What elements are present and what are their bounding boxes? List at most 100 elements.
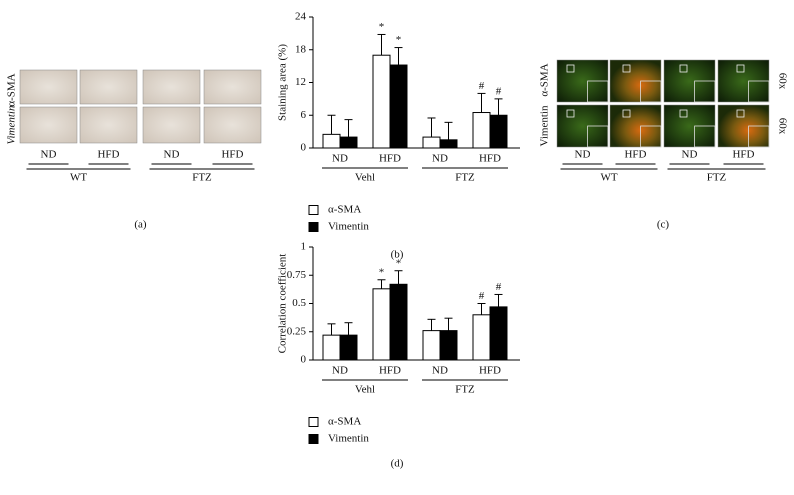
row-label: α-SMA xyxy=(6,73,18,106)
legend-swatch xyxy=(308,417,319,427)
x-tick-label: HFD xyxy=(479,365,501,377)
y-tick-label: 0 xyxy=(301,354,307,366)
roi-box xyxy=(736,109,745,118)
legend-swatch xyxy=(308,205,319,215)
column-label: HFD xyxy=(221,149,243,161)
bar xyxy=(372,288,391,361)
bar xyxy=(489,114,508,149)
x-tick-label: HFD xyxy=(379,153,401,165)
bar xyxy=(339,334,358,361)
inset-box xyxy=(587,125,609,148)
bar xyxy=(472,112,491,149)
inset-box xyxy=(748,125,770,148)
significance-marker: # xyxy=(479,80,485,92)
group-label: FTZ xyxy=(707,172,727,184)
significance-marker: * xyxy=(396,257,402,269)
inset-box xyxy=(587,80,609,103)
column-label: ND xyxy=(41,149,57,161)
panel-label: (d) xyxy=(391,458,404,470)
bar xyxy=(322,334,341,361)
roi-box xyxy=(736,64,745,73)
group-label: FTZ xyxy=(455,172,475,184)
significance-marker: # xyxy=(479,290,485,302)
y-axis-title: Correlation coefficient xyxy=(277,254,289,354)
bar xyxy=(472,314,491,361)
roi-box xyxy=(679,109,688,118)
x-tick-label: HFD xyxy=(379,365,401,377)
y-tick-label: 0 xyxy=(301,142,307,154)
y-tick-label: 18 xyxy=(295,43,307,55)
bar xyxy=(339,136,358,149)
micrograph xyxy=(142,69,201,105)
group-label: Vehl xyxy=(355,384,375,396)
magnification-label: 60x xyxy=(776,118,788,135)
micrograph xyxy=(19,69,78,105)
bar xyxy=(422,136,441,149)
row-label: Vimentin xyxy=(6,105,18,144)
roi-box xyxy=(622,64,631,73)
column-label: HFD xyxy=(624,149,646,161)
roi-box xyxy=(566,109,575,118)
x-tick-label: ND xyxy=(432,365,448,377)
x-tick-label: ND xyxy=(432,153,448,165)
group-label: WT xyxy=(70,172,87,184)
bar xyxy=(322,133,341,149)
group-label: WT xyxy=(600,172,617,184)
roi-box xyxy=(622,109,631,118)
bar xyxy=(389,64,408,149)
bar xyxy=(439,330,458,361)
group-label: FTZ xyxy=(455,384,475,396)
micrograph xyxy=(142,106,201,144)
group-label: FTZ xyxy=(192,172,212,184)
inset-box xyxy=(640,80,662,103)
significance-marker: # xyxy=(496,85,502,97)
y-tick-label: 24 xyxy=(295,11,307,23)
significance-marker: # xyxy=(496,281,502,293)
panel-label: (c) xyxy=(657,219,670,231)
y-tick-label: 0.5 xyxy=(292,297,306,309)
y-tick-label: 0.25 xyxy=(287,325,307,337)
legend-label: Vimentin xyxy=(328,433,369,445)
micrograph xyxy=(79,106,138,144)
bar xyxy=(439,139,458,149)
y-tick-label: 12 xyxy=(295,76,306,88)
column-label: ND xyxy=(164,149,180,161)
panel-label: (a) xyxy=(134,219,147,231)
bar xyxy=(372,54,391,149)
column-label: ND xyxy=(682,149,698,161)
inset-box xyxy=(748,80,770,103)
row-label: Vimentin xyxy=(539,105,551,146)
y-tick-label: 0.75 xyxy=(287,269,307,281)
bar xyxy=(489,306,508,361)
inset-box xyxy=(694,80,716,103)
bar xyxy=(422,330,441,361)
significance-marker: * xyxy=(379,21,385,33)
column-label: HFD xyxy=(97,149,119,161)
legend-swatch xyxy=(308,434,319,444)
x-tick-label: ND xyxy=(332,153,348,165)
legend-label: α-SMA xyxy=(328,416,361,428)
column-label: HFD xyxy=(732,149,754,161)
legend-swatch xyxy=(308,222,319,232)
magnification-label: 60x xyxy=(776,73,788,90)
x-tick-label: ND xyxy=(332,365,348,377)
micrograph xyxy=(203,69,262,105)
roi-box xyxy=(566,64,575,73)
column-label: ND xyxy=(575,149,591,161)
micrograph xyxy=(79,69,138,105)
significance-marker: * xyxy=(379,266,385,278)
micrograph xyxy=(19,106,78,144)
row-label: α-SMA xyxy=(539,63,551,96)
roi-box xyxy=(679,64,688,73)
legend-label: α-SMA xyxy=(328,204,361,216)
inset-box xyxy=(694,125,716,148)
bar xyxy=(389,283,408,361)
significance-marker: * xyxy=(396,34,402,46)
inset-box xyxy=(640,125,662,148)
y-tick-label: 1 xyxy=(301,241,307,253)
legend-label: Vimentin xyxy=(328,221,369,233)
x-tick-label: HFD xyxy=(479,153,501,165)
micrograph xyxy=(203,106,262,144)
